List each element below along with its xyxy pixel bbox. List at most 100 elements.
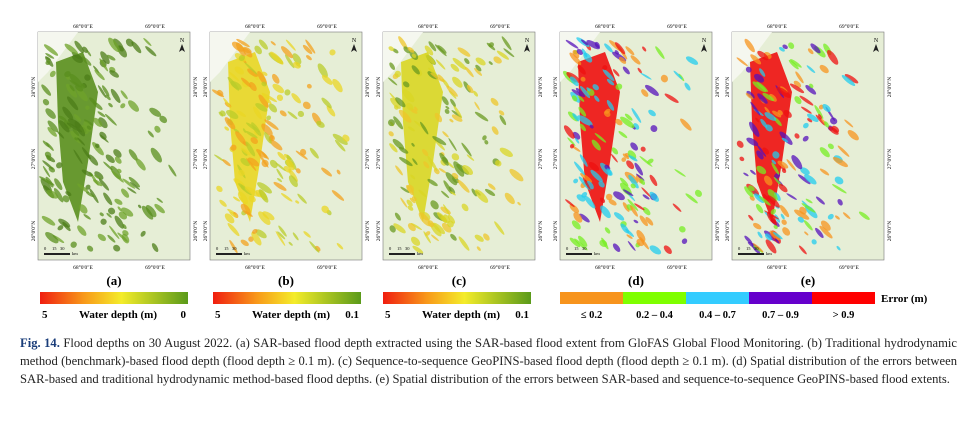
flood-patch (755, 117, 760, 123)
flood-patch (739, 156, 745, 162)
flood-patch (832, 184, 847, 194)
flood-patch (150, 147, 162, 163)
flood-patch (223, 97, 231, 108)
flood-patch (113, 244, 121, 252)
flood-patch (435, 59, 446, 70)
flood-patch (471, 188, 478, 197)
lat-label: 26°0'0"N (552, 221, 559, 241)
flood-patch (750, 54, 762, 65)
flood-patch (321, 97, 332, 109)
flood-patch (261, 93, 272, 105)
lat-label: 27°0'0"N (30, 149, 37, 169)
flood-patch (409, 197, 416, 204)
flood-patch (42, 165, 51, 178)
flood-patch (743, 172, 749, 177)
flood-patch (276, 168, 284, 180)
flood-patch (604, 108, 611, 114)
flood-patch (563, 125, 575, 139)
flood-patch (660, 74, 669, 83)
error-class-label: ≤ 0.2 (581, 310, 603, 321)
lat-label: 26°0'0"N (886, 221, 893, 241)
colorbar-max: 0.1 (345, 309, 359, 321)
flood-patch (99, 58, 109, 72)
flood-patch (120, 90, 128, 100)
flood-patch (249, 81, 257, 92)
flood-patch (111, 170, 124, 183)
flood-patch (803, 122, 809, 129)
flood-patch (262, 71, 268, 76)
flood-patch (244, 62, 258, 75)
flood-patch (109, 70, 120, 78)
flood-patch (128, 176, 140, 188)
lat-label: 26°0'0"N (364, 221, 371, 241)
flood-patch (216, 185, 223, 193)
flood-patch (94, 174, 101, 180)
flood-patch (143, 37, 152, 47)
flood-patch (600, 205, 611, 219)
flood-patch (684, 82, 691, 91)
flood-patch (681, 238, 688, 244)
flood-patch (255, 103, 268, 112)
flood-patch (264, 119, 279, 131)
flood-patch (619, 177, 629, 187)
colorbar-title: Water depth (m) (252, 309, 330, 321)
flood-patch (837, 145, 850, 157)
flood-patch (776, 87, 791, 98)
flood-patch (648, 109, 656, 117)
flood-patch (229, 239, 238, 254)
flood-patch (73, 114, 82, 122)
flood-patch (752, 81, 767, 93)
flood-patch (771, 159, 777, 165)
flood-patch (769, 230, 781, 241)
flood-patch (797, 174, 811, 185)
flood-patch (756, 144, 767, 157)
flood-patch (235, 131, 247, 145)
flood-patch (494, 221, 505, 235)
flood-patch (240, 239, 249, 247)
lat-label: 27°0'0"N (192, 149, 199, 169)
flood-patch (434, 44, 447, 57)
flood-patch (331, 190, 345, 201)
flood-patch (389, 143, 398, 153)
flood-patch (602, 68, 615, 82)
flood-patch (104, 113, 117, 126)
flood-patch (773, 231, 783, 240)
flood-patch (76, 88, 88, 102)
scale-tick: 30 (60, 246, 65, 251)
flood-patch (395, 97, 406, 108)
flood-patch (749, 195, 755, 201)
flood-patch (573, 161, 585, 176)
flood-patch (309, 147, 319, 159)
flood-patch (229, 211, 238, 218)
flood-patch (306, 83, 312, 89)
flood-patch (64, 43, 79, 55)
flood-patch (645, 84, 659, 96)
flood-patch (275, 162, 286, 172)
lon-label: 68°0'0"E (595, 23, 615, 30)
flood-patch (109, 225, 120, 240)
error-class-swatch (812, 292, 875, 304)
flood-patch (234, 66, 244, 75)
flood-patch (82, 46, 88, 53)
flood-patch (453, 105, 463, 119)
flood-patch (303, 231, 311, 238)
flood-patch (482, 135, 487, 141)
flood-patch (757, 50, 769, 61)
flood-patch (452, 57, 467, 70)
lon-label: 69°0'0"E (490, 264, 510, 271)
flood-patch (277, 231, 286, 240)
lat-label: 28°0'0"N (30, 77, 37, 97)
flood-patch (69, 73, 83, 88)
flood-patch (242, 47, 253, 58)
scale-unit: km (244, 251, 250, 256)
flood-patch (434, 112, 443, 123)
flood-patch (634, 162, 644, 176)
scale-tick: 15 (574, 246, 579, 251)
flood-patch (809, 83, 814, 89)
flood-patch (798, 245, 807, 255)
flood-patch (99, 134, 109, 143)
flood-patch (450, 98, 456, 107)
flood-patch (580, 76, 586, 82)
flood-patch (407, 46, 415, 53)
flood-patch (242, 128, 247, 133)
